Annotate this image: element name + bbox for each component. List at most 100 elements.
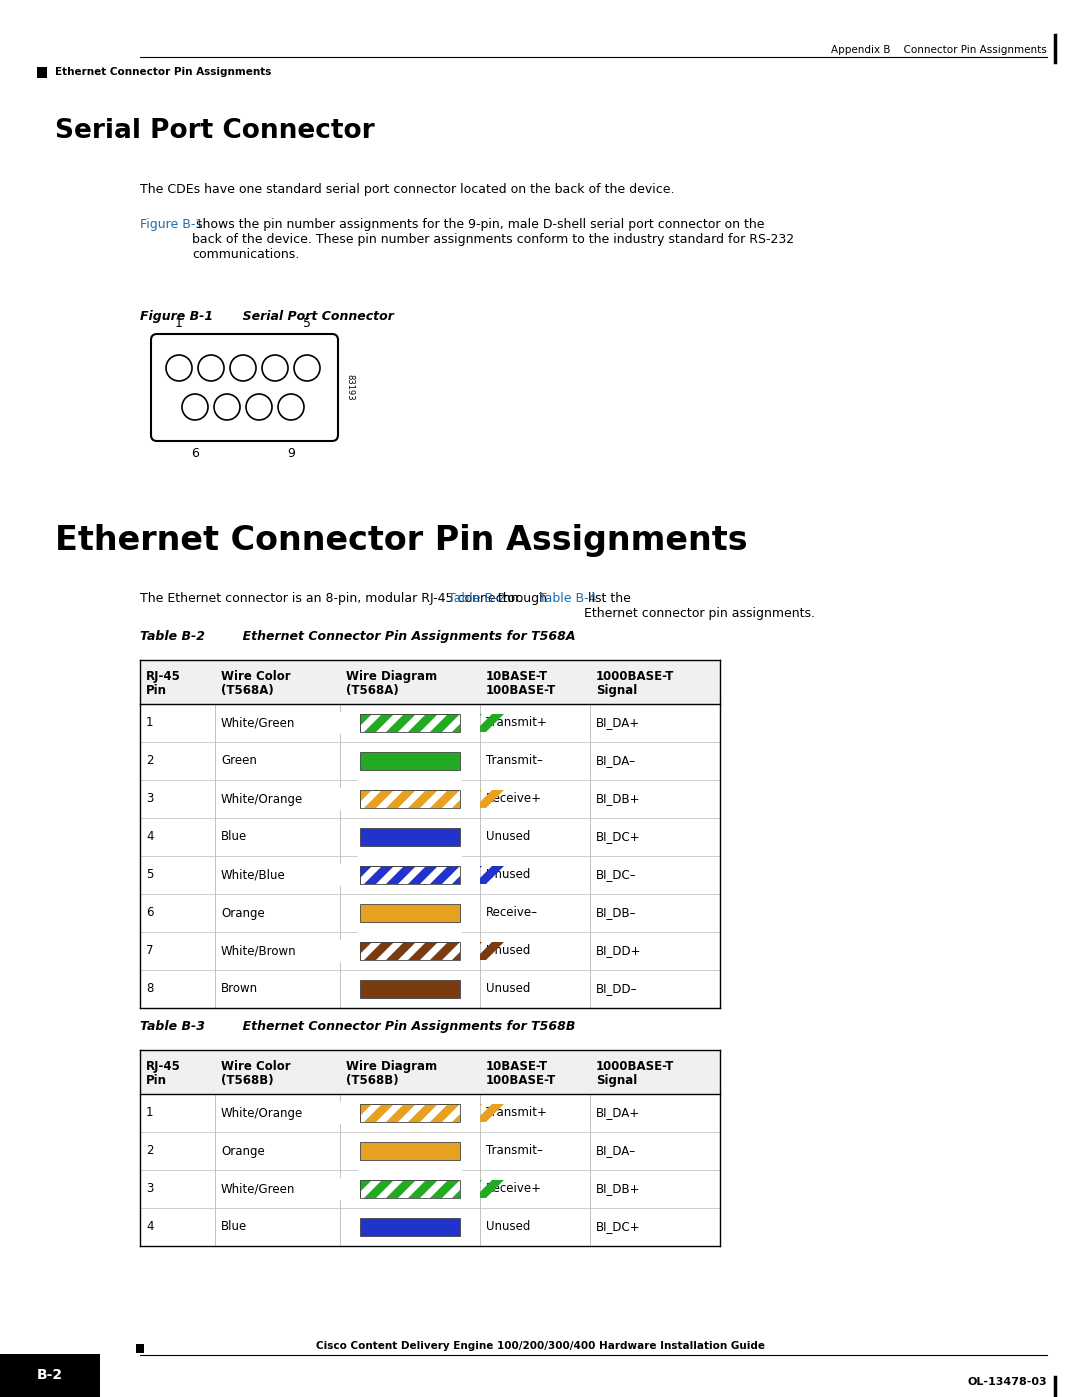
Circle shape bbox=[198, 355, 224, 381]
Text: Blue: Blue bbox=[221, 830, 247, 844]
Polygon shape bbox=[386, 1180, 416, 1199]
Bar bbox=[360, 866, 460, 884]
Bar bbox=[357, 932, 462, 942]
Text: Cisco Content Delivery Engine 100/200/300/400 Hardware Installation Guide: Cisco Content Delivery Engine 100/200/30… bbox=[315, 1341, 765, 1351]
Polygon shape bbox=[408, 1104, 438, 1122]
Bar bbox=[360, 1104, 460, 1122]
Polygon shape bbox=[408, 714, 438, 732]
Text: Transmit+: Transmit+ bbox=[486, 1106, 546, 1119]
Text: Wire Diagram: Wire Diagram bbox=[346, 1060, 437, 1073]
Text: White/Blue: White/Blue bbox=[221, 869, 286, 882]
Bar bbox=[360, 1104, 460, 1122]
Polygon shape bbox=[386, 1104, 416, 1122]
Text: BI_DC+: BI_DC+ bbox=[596, 830, 640, 844]
Bar bbox=[360, 1218, 460, 1236]
Polygon shape bbox=[408, 866, 438, 884]
Text: Transmit–: Transmit– bbox=[486, 1144, 543, 1158]
Bar bbox=[340, 940, 360, 963]
Circle shape bbox=[294, 355, 320, 381]
Polygon shape bbox=[386, 789, 416, 807]
Text: through: through bbox=[494, 592, 551, 605]
Text: The Ethernet connector is an 8-pin, modular RJ-45 connector.: The Ethernet connector is an 8-pin, modu… bbox=[140, 592, 527, 605]
Polygon shape bbox=[453, 1104, 482, 1122]
Text: BI_DA+: BI_DA+ bbox=[596, 717, 640, 729]
Bar bbox=[340, 712, 360, 733]
Polygon shape bbox=[474, 714, 504, 732]
Text: Signal: Signal bbox=[596, 685, 637, 697]
Text: RJ-45: RJ-45 bbox=[146, 1060, 180, 1073]
Text: Green: Green bbox=[221, 754, 257, 767]
Polygon shape bbox=[474, 866, 504, 884]
Text: Receive+: Receive+ bbox=[486, 1182, 542, 1196]
Polygon shape bbox=[453, 1180, 482, 1199]
Bar bbox=[357, 807, 462, 819]
Text: White/Green: White/Green bbox=[221, 1182, 295, 1196]
Circle shape bbox=[230, 355, 256, 381]
Bar bbox=[360, 942, 460, 960]
Text: 100BASE-T: 100BASE-T bbox=[486, 1074, 556, 1087]
Text: (T568A): (T568A) bbox=[346, 685, 399, 697]
Text: 1: 1 bbox=[175, 317, 183, 330]
Text: BI_DA+: BI_DA+ bbox=[596, 1106, 640, 1119]
Bar bbox=[340, 863, 360, 886]
Bar bbox=[357, 704, 462, 714]
Bar bbox=[460, 1178, 480, 1200]
Polygon shape bbox=[430, 714, 460, 732]
Text: BI_DA–: BI_DA– bbox=[596, 754, 636, 767]
Text: 6: 6 bbox=[191, 447, 199, 460]
Circle shape bbox=[166, 355, 192, 381]
Bar bbox=[360, 942, 460, 960]
Bar bbox=[136, 1344, 144, 1354]
Bar bbox=[460, 712, 480, 733]
FancyBboxPatch shape bbox=[151, 334, 338, 441]
Polygon shape bbox=[430, 1180, 460, 1199]
Text: BI_DD–: BI_DD– bbox=[596, 982, 637, 996]
Text: Orange: Orange bbox=[221, 907, 265, 919]
Text: 83193: 83193 bbox=[346, 374, 354, 401]
Polygon shape bbox=[408, 1180, 438, 1199]
Text: Ethernet Connector Pin Assignments for T568A: Ethernet Connector Pin Assignments for T… bbox=[212, 630, 576, 643]
Text: Unused: Unused bbox=[486, 1221, 530, 1234]
Text: Figure B-1: Figure B-1 bbox=[140, 218, 203, 231]
Bar bbox=[357, 960, 462, 970]
Text: BI_DC–: BI_DC– bbox=[596, 869, 636, 882]
Bar bbox=[140, 659, 720, 704]
Bar bbox=[37, 67, 48, 78]
Text: 5: 5 bbox=[146, 869, 153, 882]
Polygon shape bbox=[342, 714, 372, 732]
Text: 1: 1 bbox=[146, 717, 153, 729]
Text: 2: 2 bbox=[146, 754, 153, 767]
Text: 2: 2 bbox=[146, 1144, 153, 1158]
Bar bbox=[360, 789, 460, 807]
Text: BI_DC+: BI_DC+ bbox=[596, 1221, 640, 1234]
Bar bbox=[360, 1141, 460, 1160]
Text: (T568B): (T568B) bbox=[346, 1074, 399, 1087]
Bar bbox=[357, 732, 462, 742]
Polygon shape bbox=[364, 1104, 394, 1122]
Text: shows the pin number assignments for the 9-pin, male D-shell serial port connect: shows the pin number assignments for the… bbox=[192, 218, 794, 261]
Text: 1000BASE-T: 1000BASE-T bbox=[596, 671, 674, 683]
Text: The CDEs have one standard serial port connector located on the back of the devi: The CDEs have one standard serial port c… bbox=[140, 183, 675, 196]
Text: Orange: Orange bbox=[221, 1144, 265, 1158]
Text: 9: 9 bbox=[287, 447, 295, 460]
Polygon shape bbox=[386, 714, 416, 732]
Polygon shape bbox=[386, 942, 416, 960]
Text: (T568A): (T568A) bbox=[221, 685, 273, 697]
Polygon shape bbox=[342, 1180, 372, 1199]
Polygon shape bbox=[342, 789, 372, 807]
Text: Transmit–: Transmit– bbox=[486, 754, 543, 767]
Text: Wire Color: Wire Color bbox=[221, 671, 291, 683]
Text: 100BASE-T: 100BASE-T bbox=[486, 685, 556, 697]
Circle shape bbox=[183, 394, 208, 420]
Text: Unused: Unused bbox=[486, 982, 530, 996]
Text: 3: 3 bbox=[146, 1182, 153, 1196]
Text: Serial Port Connector: Serial Port Connector bbox=[55, 117, 375, 144]
Text: BI_DB+: BI_DB+ bbox=[596, 1182, 640, 1196]
Text: 10BASE-T: 10BASE-T bbox=[486, 671, 549, 683]
Bar bbox=[360, 714, 460, 732]
Text: 3: 3 bbox=[146, 792, 153, 806]
Bar bbox=[460, 863, 480, 886]
Polygon shape bbox=[408, 789, 438, 807]
Polygon shape bbox=[364, 866, 394, 884]
Text: Pin: Pin bbox=[146, 1074, 167, 1087]
